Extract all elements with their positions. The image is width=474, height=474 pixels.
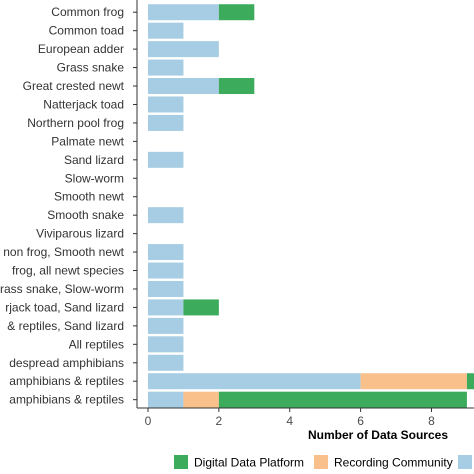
x-tick-label: 4: [286, 414, 293, 428]
category-label: Great crested newt: [23, 79, 125, 93]
category-label: amphibians & reptiles: [9, 374, 124, 388]
category-label: frog, all newt species: [12, 264, 124, 278]
bar-segment-15-0: [148, 280, 184, 297]
category-label: & reptiles, Sand lizard: [7, 319, 124, 333]
category-label: Slow-worm: [65, 171, 124, 185]
category-labels: Common frog Common toad European adder Gras…: [0, 5, 137, 407]
bar-segment-21-2: [218, 391, 467, 408]
category-label: rjack toad, Sand lizard: [5, 300, 124, 314]
bar-segment-2-0: [148, 41, 219, 58]
category-label: despread amphibians: [9, 356, 124, 370]
category-label: Common toad: [49, 24, 124, 38]
bar-segment-19-0: [148, 354, 184, 371]
bar-segment-11-0: [148, 207, 184, 224]
category-label: Natterjack toad: [43, 97, 124, 111]
category-label: Sand lizard: [64, 153, 124, 167]
bar-segment-21-0: [148, 391, 184, 408]
bar-segment-20-1: [360, 373, 467, 390]
x-axis-ticks: 0 2 4 6 8: [145, 408, 435, 428]
category-label: Smooth newt: [54, 190, 125, 204]
bar-segment-3-0: [148, 59, 184, 76]
x-tick-label: 0: [145, 414, 152, 428]
category-label: Grass snake: [57, 61, 125, 75]
x-tick-label: 8: [428, 414, 435, 428]
bar-segment-6-0: [148, 114, 184, 131]
bar-segment-20-0: [148, 373, 361, 390]
bars-group: [148, 4, 474, 408]
x-tick-label: 6: [357, 414, 364, 428]
legend-swatch: [458, 455, 472, 469]
category-label: All reptiles: [69, 337, 124, 351]
bar-segment-13-0: [148, 244, 184, 261]
x-tick-label: 2: [216, 414, 223, 428]
category-label: European adder: [38, 42, 124, 56]
bar-segment-0-0: [148, 4, 219, 21]
bar-segment-20-2: [466, 373, 474, 390]
bar-segment-18-0: [148, 336, 184, 353]
category-label: Common frog: [51, 5, 124, 19]
legend-label: Digital Data Platform: [194, 456, 304, 470]
legend-label: Recording Community: [334, 456, 453, 470]
category-label: Smooth snake: [47, 208, 124, 222]
bar-segment-4-2: [218, 78, 255, 95]
category-label: Palmate newt: [51, 134, 124, 148]
category-label: Northern pool frog: [27, 116, 124, 130]
category-label: non frog, Smooth newt: [3, 245, 124, 259]
category-label: amphibians & reptiles: [9, 393, 124, 407]
bar-segment-21-1: [183, 391, 219, 408]
bar-segment-14-0: [148, 262, 184, 279]
category-label: Viviparous lizard: [36, 227, 124, 241]
legend-swatch: [314, 455, 328, 469]
bar-segment-8-0: [148, 151, 184, 168]
legend: Digital Data Platform Recording Community: [174, 455, 472, 470]
bar-segment-0-2: [218, 4, 255, 21]
bar-segment-16-2: [183, 299, 219, 316]
bar-segment-5-0: [148, 96, 184, 113]
x-axis-title: Number of Data Sources: [308, 428, 448, 442]
bar-segment-17-0: [148, 317, 184, 334]
bar-segment-1-0: [148, 22, 184, 39]
legend-swatch: [174, 455, 188, 469]
bar-segment-16-0: [148, 299, 184, 316]
category-label: rass snake, Slow-worm: [0, 282, 124, 296]
bar-segment-4-0: [148, 78, 219, 95]
